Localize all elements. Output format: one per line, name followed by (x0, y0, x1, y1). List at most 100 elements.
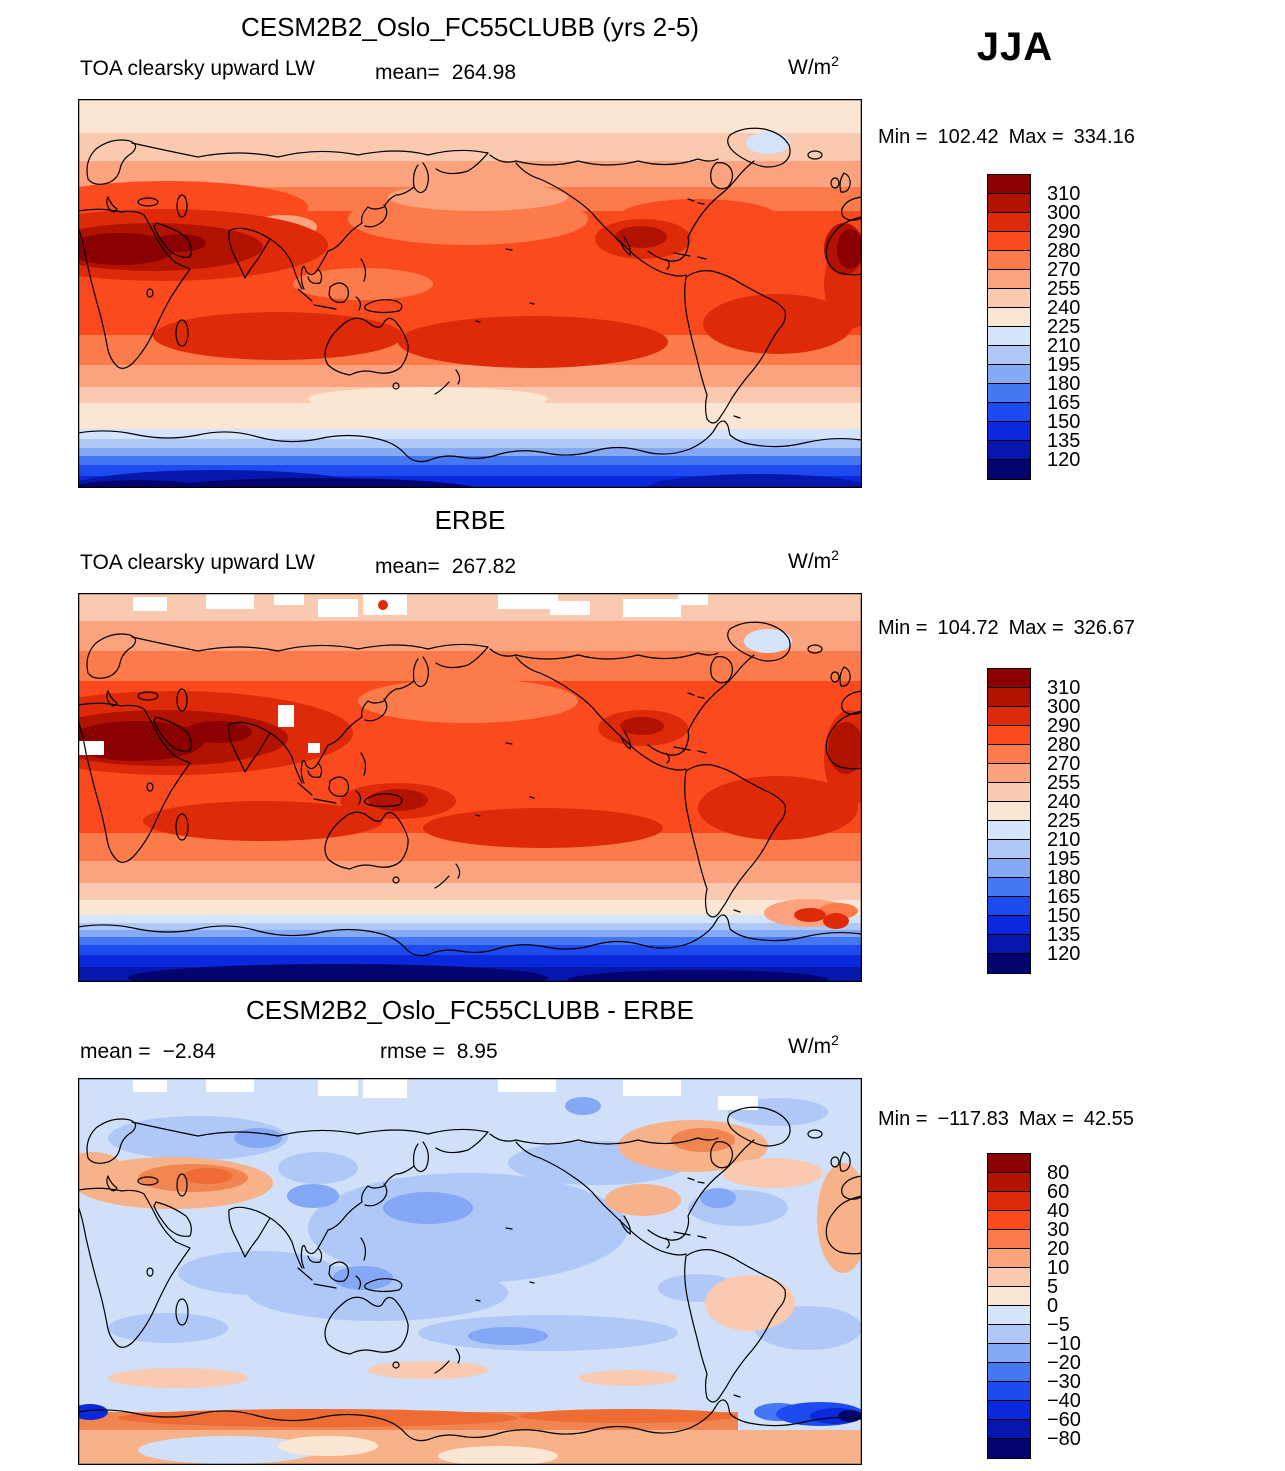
colorbar-segment (987, 953, 1031, 974)
colorbar-segment (987, 820, 1031, 841)
panel1-min-label: Min = (878, 126, 928, 148)
panel1-mean-label: mean= (375, 61, 440, 84)
panel3-colorbar: 80 60 40 30 20 10 5 0 −5 −10 −20 −30 −40 −60 −80 (987, 1153, 1081, 1459)
colorbar-segment (987, 402, 1031, 423)
colorbar-tick-label: 300 (1047, 696, 1081, 718)
panel2-minmax: Min = 104.72 Max = 326.67 (878, 617, 1145, 640)
colorbar-segment (987, 326, 1031, 347)
colorbar-tick-label: 135 (1047, 430, 1081, 452)
panel3-rmse: rmse = 8.95 (380, 1040, 498, 1064)
colorbar-tick-label: 10 (1047, 1257, 1070, 1279)
colorbar-tick-label: 280 (1047, 240, 1081, 262)
colorbar-tick-label: 20 (1047, 1238, 1070, 1260)
colorbar-tick-label: 195 (1047, 848, 1081, 870)
colorbar-tick-label: 165 (1047, 886, 1081, 908)
colorbar-segment (987, 1343, 1031, 1364)
colorbar-segment (987, 269, 1031, 290)
panel2-units-base: W/m (788, 550, 832, 573)
model-map (78, 99, 862, 488)
panel1-minmax: Min = 102.42 Max = 334.16 (878, 126, 1145, 149)
colorbar-tick-label: 290 (1047, 715, 1081, 737)
colorbar-segment (987, 1267, 1031, 1288)
panel1-variable-label: TOA clearsky upward LW (80, 57, 315, 80)
colorbar-segment (987, 421, 1031, 442)
colorbar-tick-label: 280 (1047, 734, 1081, 756)
panel3-map-frame (78, 1078, 862, 1465)
colorbar-tick-label: 240 (1047, 791, 1081, 813)
colorbar-tick-label: 150 (1047, 905, 1081, 927)
difference-map (78, 1078, 862, 1465)
panel2-max-label: Max = (1008, 617, 1064, 639)
colorbar-tick-label: 255 (1047, 772, 1081, 794)
colorbar-segment (987, 364, 1031, 385)
colorbar-segment (987, 459, 1031, 480)
season-label: JJA (976, 25, 1054, 69)
map-border (78, 99, 862, 488)
colorbar-segment (987, 231, 1031, 252)
colorbar-segment (987, 1419, 1031, 1440)
colorbar-tick-label: 135 (1047, 924, 1081, 946)
colorbar-tick-label: 150 (1047, 411, 1081, 433)
panel2-title: ERBE (434, 505, 506, 535)
colorbar-segment (987, 250, 1031, 271)
colorbar-segment (987, 1362, 1031, 1383)
colorbar-segment (987, 174, 1031, 195)
panel1-min-value: 102.42 (937, 126, 999, 148)
colorbar-segment (987, 288, 1031, 309)
colorbar-tick-label: 225 (1047, 810, 1081, 832)
colorbar-tick-label: 0 (1047, 1295, 1059, 1317)
colorbar-segment (987, 212, 1031, 233)
colorbar-segment (987, 1400, 1031, 1421)
colorbar-segment (987, 725, 1031, 746)
panel3-title: CESM2B2_Oslo_FC55CLUBB - ERBE (246, 995, 694, 1025)
contour-blob (378, 600, 388, 610)
panel2-min-label: Min = (878, 617, 928, 639)
panel3-mean: mean = −2.84 (80, 1040, 216, 1064)
panel1-max-label: Max = (1008, 126, 1064, 148)
colorbar-segment (987, 1248, 1031, 1269)
colorbar-segment (987, 307, 1031, 328)
colorbar-tick-label: 210 (1047, 335, 1081, 357)
colorbar-tick-label: 180 (1047, 373, 1081, 395)
colorbar-segment (987, 915, 1031, 936)
colorbar-tick-label: −10 (1047, 1333, 1081, 1355)
colorbar-segment (987, 934, 1031, 955)
panel3-min-label: Min = (878, 1108, 928, 1130)
contour-fill-layer (78, 1078, 862, 1465)
panel2-mean-value: 267.82 (451, 555, 517, 578)
colorbar-segment (987, 440, 1031, 461)
missing-data-layer (133, 1078, 758, 1110)
panel1-map-frame (78, 99, 862, 488)
map-border (78, 1078, 862, 1465)
colorbar-segment (987, 896, 1031, 917)
colorbar-tick-label: −5 (1047, 1314, 1070, 1336)
colorbar-segment (987, 383, 1031, 404)
colorbar-segment (987, 1438, 1031, 1459)
colorbar-segment (987, 1305, 1031, 1326)
panel2-map-frame (78, 593, 862, 982)
panel3-min-value: −117.83 (937, 1108, 1009, 1130)
panel3-units-base: W/m (788, 1035, 832, 1058)
panel2-max-value: 326.67 (1073, 617, 1135, 639)
colorbar-segment (987, 687, 1031, 708)
colorbar-tick-label: 255 (1047, 278, 1081, 300)
colorbar-tick-label: −30 (1047, 1371, 1081, 1393)
colorbar-tick-label: 30 (1047, 1219, 1070, 1241)
panel1-colorbar: 310 300 290 280 270 255 240 225 210 195 180 165 150 1… (987, 174, 1080, 480)
colorbar-tick-label: −60 (1047, 1409, 1081, 1431)
panel2-units: W/m2 (788, 547, 839, 574)
colorbar-segment (987, 1324, 1031, 1345)
colorbar-segment (987, 1172, 1031, 1193)
colorbar-segment (987, 1286, 1031, 1307)
panel3-minmax: Min = −117.83 Max = 42.55 (878, 1108, 1144, 1131)
colorbar-tick-label: −80 (1047, 1428, 1081, 1450)
colorbar-tick-label: 40 (1047, 1200, 1070, 1222)
colorbar-segment (987, 763, 1031, 784)
panel1-units-base: W/m (788, 56, 832, 79)
erbe-map (78, 593, 862, 982)
panel1-max-value: 334.16 (1073, 126, 1135, 148)
colorbar-tick-label: −20 (1047, 1352, 1081, 1374)
panel3-max-label: Max = (1018, 1108, 1074, 1130)
panel3-mean-value: −2.84 (162, 1040, 216, 1063)
